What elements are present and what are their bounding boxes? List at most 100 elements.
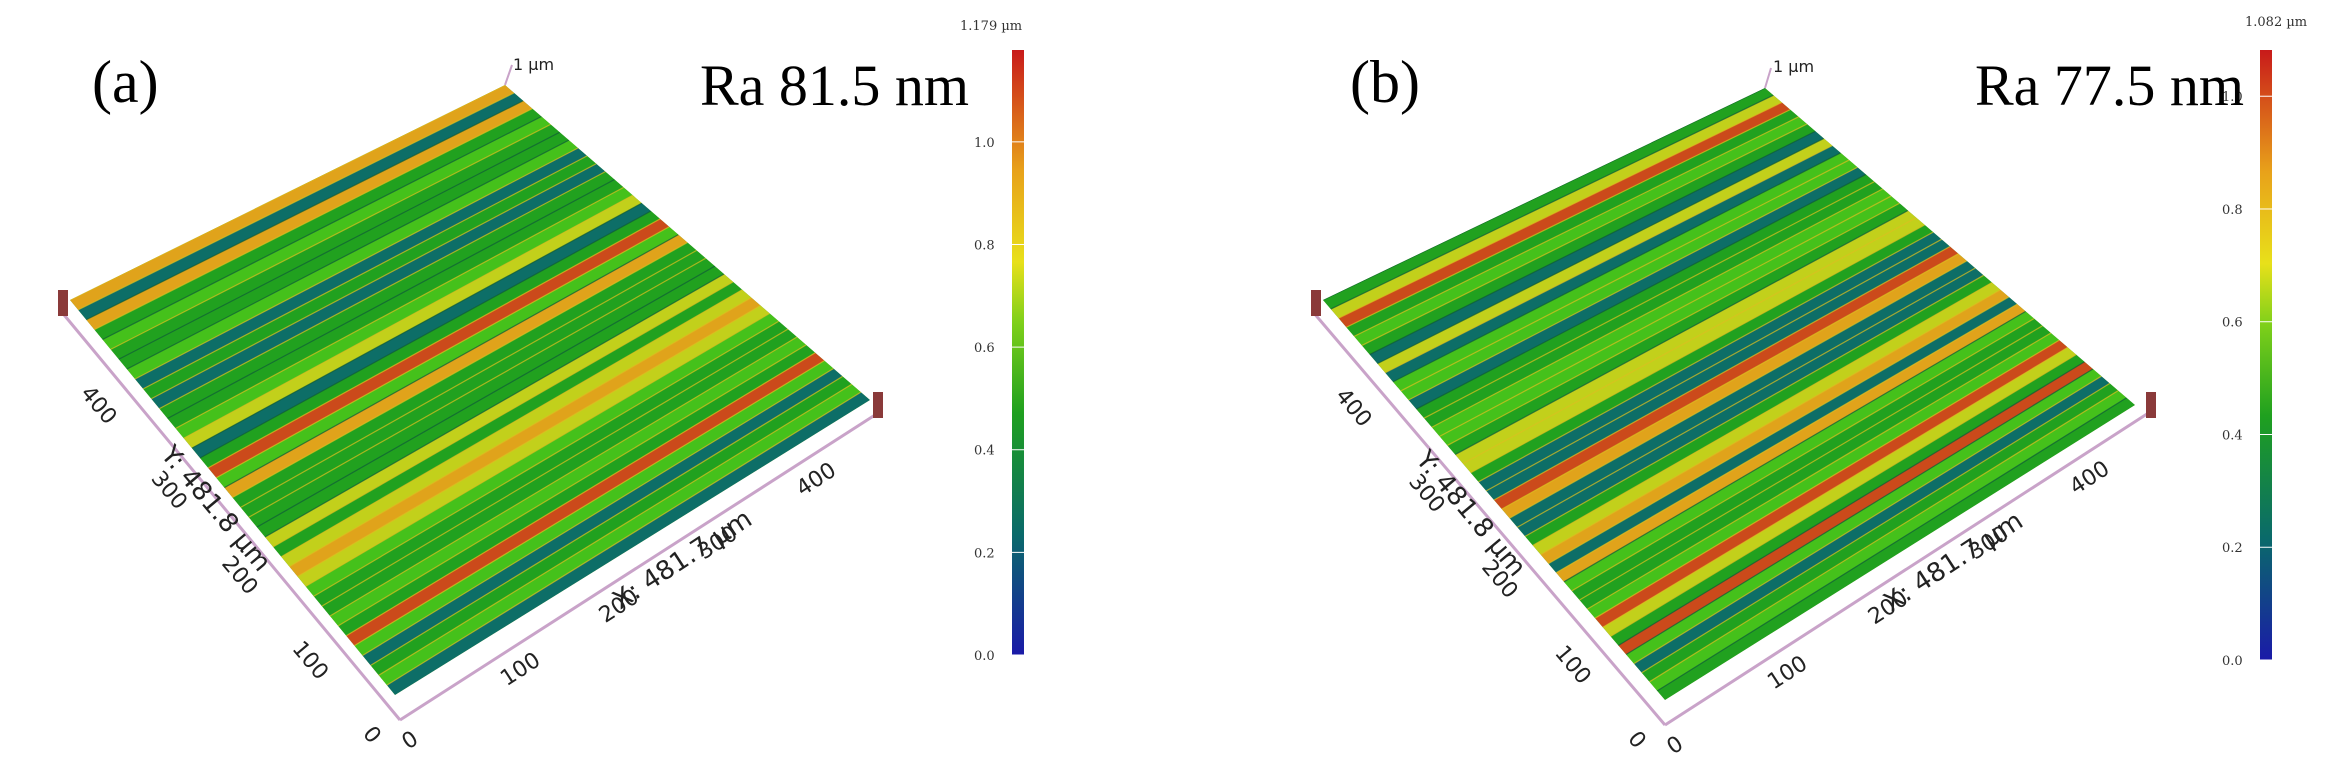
surface-stripe: [378, 384, 861, 686]
surface-ridge: [102, 115, 542, 341]
surface-stripe: [362, 368, 843, 666]
colorbar-tick-label: 0.0: [2222, 654, 2243, 669]
surface-ridge: [1392, 152, 1841, 383]
y-tick-label: 0: [357, 722, 385, 749]
surface-stripe: [1641, 383, 2119, 682]
surface-stripe: [1587, 332, 2060, 619]
colorbar-tick-label: 0.2: [2222, 541, 2243, 556]
surface-ridge: [1470, 224, 1926, 474]
colorbar-tick-label: 0.8: [2222, 203, 2243, 218]
y-tick-label: 400: [1330, 384, 1376, 432]
surface-ridge: [1532, 282, 1993, 546]
z-axis-label: 1 µm: [1773, 57, 1814, 76]
surface-stripe: [1369, 131, 1824, 364]
surface-ridge: [134, 147, 579, 380]
surface-ridge: [1384, 145, 1833, 374]
surface-stripe: [1354, 116, 1808, 346]
surface-stripe: [1431, 188, 1892, 437]
surface-stripe: [1563, 311, 2035, 591]
colorbar-max-label: 1.179 µm: [960, 19, 1022, 34]
surface-stripe: [232, 242, 697, 508]
surface-stripe: [1377, 138, 1833, 373]
surface-stripe: [1540, 289, 2009, 564]
surface-ridge: [215, 226, 670, 479]
surface-stripe: [1330, 95, 1782, 319]
colorbar-tick-label: 0.4: [974, 444, 995, 459]
surface-ridge: [1431, 188, 1884, 428]
surface-ridge: [224, 234, 679, 489]
surface-ridge: [1462, 217, 1917, 465]
y-axis-line: [58, 309, 402, 721]
surface-stripe: [70, 85, 515, 310]
surface-ridge: [1330, 94, 1774, 310]
surface-ridge: [199, 210, 652, 459]
surface-stripe: [297, 305, 770, 587]
surface-stripe: [175, 187, 633, 439]
surface-stripe: [1548, 296, 2018, 573]
surface-stripe: [143, 155, 597, 399]
y-tick-label: 100: [287, 637, 333, 685]
panel-label-b: (b): [1350, 49, 1420, 115]
surface-ridge: [175, 186, 624, 429]
surface-ridge: [183, 194, 634, 439]
x-axis-line: [399, 413, 876, 722]
surface-ridge: [85, 100, 524, 321]
surface-ridge: [1408, 166, 1858, 401]
surface-ridge: [1454, 209, 1909, 456]
surface-stripe: [1346, 109, 1799, 337]
colorbar-tick-labels: 0.0 0.2 0.4 0.6 0.8 1.0: [2222, 90, 2272, 669]
surface-stripe: [330, 337, 807, 626]
surface-ridge: [1602, 346, 2069, 628]
surface-ridge: [386, 391, 862, 686]
surface-ridge: [232, 241, 688, 499]
surface-stripe: [1361, 124, 1816, 355]
surface-ridge: [354, 360, 825, 647]
surface-ridge: [1509, 260, 1968, 519]
surface-ridge: [1478, 231, 1934, 483]
z-axis-line: [1764, 67, 1772, 89]
surface-ridge: [256, 265, 716, 528]
surface-ridge: [110, 123, 551, 350]
surface-stripe: [1392, 152, 1850, 391]
surface-stripe: [1486, 239, 1950, 500]
surface-stripe: [1556, 304, 2026, 582]
surface-ridge: [1361, 123, 1808, 346]
surface-stripes: [70, 85, 870, 695]
surface-ridge: [248, 257, 707, 518]
surface-ridge: [1493, 245, 1951, 501]
surface-ridge: [1439, 195, 1892, 437]
surface-ridge: [345, 352, 816, 637]
colorbar-tick-label: 0.0: [974, 649, 995, 664]
surface-stripe: [1470, 224, 1934, 482]
surface-ridge: [1377, 137, 1825, 365]
colorbar-tick-label: 0.4: [2222, 428, 2243, 443]
y-axis-line: [1311, 311, 1667, 726]
surface-stripe: [1439, 196, 1900, 446]
surface-stripe: [1657, 397, 2135, 700]
surface-stripe: [1501, 253, 1967, 519]
surface-stripe: [1408, 167, 1866, 410]
colorbar-tick-label: 0.2: [974, 546, 995, 561]
surface-stripe: [265, 274, 734, 547]
surface-stripe: [1633, 376, 2110, 673]
surface-stripe: [370, 376, 852, 676]
surface-ridge: [1633, 375, 2102, 665]
surface-ridge: [1579, 325, 2043, 601]
surface-ridge: [1369, 130, 1816, 356]
surface-ridge: [207, 218, 661, 469]
surface-ridge: [329, 336, 798, 617]
colorbar: [1012, 50, 1024, 655]
surface-ridge: [126, 139, 570, 370]
surface-stripe: [1400, 160, 1858, 400]
surface-ridge: [1563, 310, 2026, 583]
surface-stripe: [281, 289, 752, 567]
z-axis-line: [504, 64, 513, 86]
surface-ridge: [1415, 173, 1867, 410]
surface-ridge: [321, 328, 789, 607]
surface-ridge: [1517, 267, 1976, 528]
surface-stripe: [118, 132, 569, 370]
surface-ridge: [1641, 382, 2111, 674]
surface-ridge: [1649, 390, 2119, 683]
surface-stripe: [1416, 174, 1875, 419]
surface-stripe: [183, 195, 642, 449]
